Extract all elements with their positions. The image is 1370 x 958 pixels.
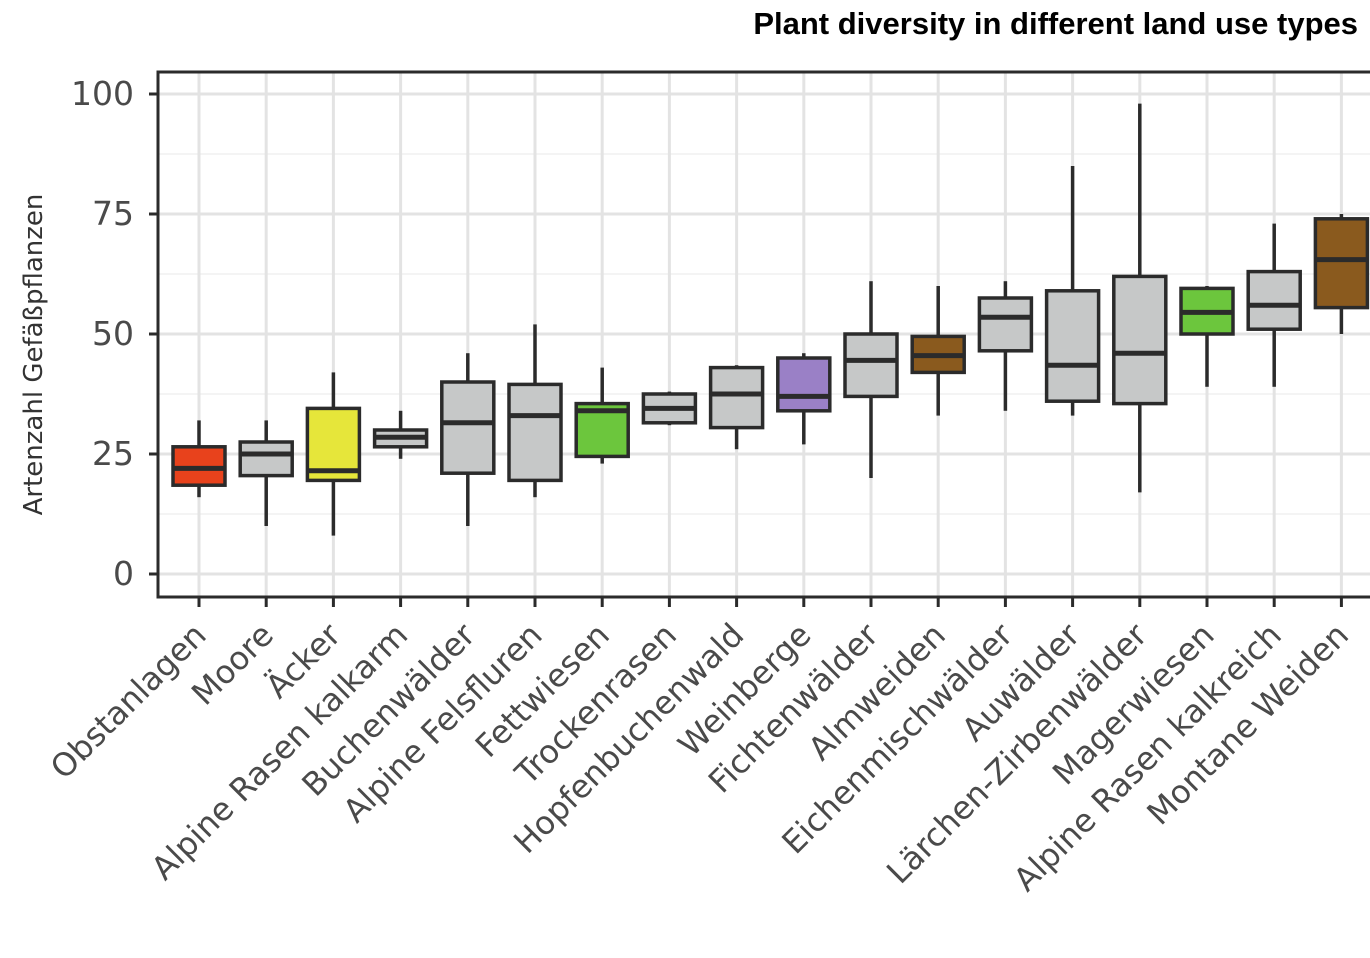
- box-moore: [238, 420, 294, 526]
- box-iqr: [708, 365, 765, 430]
- y-tick-label: 25: [92, 434, 134, 473]
- box-alpine-rasen-kalkreich: [1246, 223, 1302, 387]
- y-tick-label: 0: [113, 554, 134, 593]
- boxes: [171, 103, 1370, 536]
- box-fichtenwälder: [843, 281, 899, 478]
- box-montane-weiden: [1313, 214, 1370, 334]
- chart-title: Plant diversity in different land use ty…: [753, 6, 1358, 41]
- box-alpine-rasen-kalkarm: [372, 410, 429, 459]
- y-tick-label: 50: [92, 314, 134, 353]
- box-lärchen-zirbenwälder: [1112, 103, 1168, 493]
- box-fettwiesen: [574, 367, 630, 464]
- box-buchenwälder: [440, 353, 496, 526]
- y-tick-label: 75: [92, 194, 134, 233]
- box-äcker: [305, 372, 362, 536]
- box-almweiden: [910, 286, 966, 416]
- box-iqr: [1246, 269, 1302, 331]
- box-magerwiesen: [1179, 286, 1235, 387]
- box-obstanlagen: [171, 420, 227, 498]
- box-eichenmischwälder: [977, 281, 1034, 411]
- box-trockenrasen: [641, 391, 698, 426]
- box-alpine-felsfluren: [507, 324, 563, 498]
- box-iqr: [776, 356, 832, 413]
- box-iqr: [440, 380, 496, 475]
- x-tick-label: Obstanlagen: [43, 616, 214, 787]
- box-iqr: [977, 296, 1034, 353]
- box-iqr: [1313, 217, 1370, 310]
- box-iqr: [1112, 274, 1168, 406]
- box-auwälder: [1044, 166, 1101, 416]
- box-iqr: [238, 440, 294, 478]
- box-iqr: [1044, 289, 1101, 403]
- y-tick-label: 100: [71, 74, 134, 113]
- box-weinberge: [776, 353, 832, 445]
- box-iqr: [507, 382, 563, 483]
- y-axis-title: Artenzahl Gefäßpflanzen: [19, 194, 49, 516]
- box-hopfenbuchenwald: [708, 365, 765, 450]
- box-iqr: [843, 332, 899, 399]
